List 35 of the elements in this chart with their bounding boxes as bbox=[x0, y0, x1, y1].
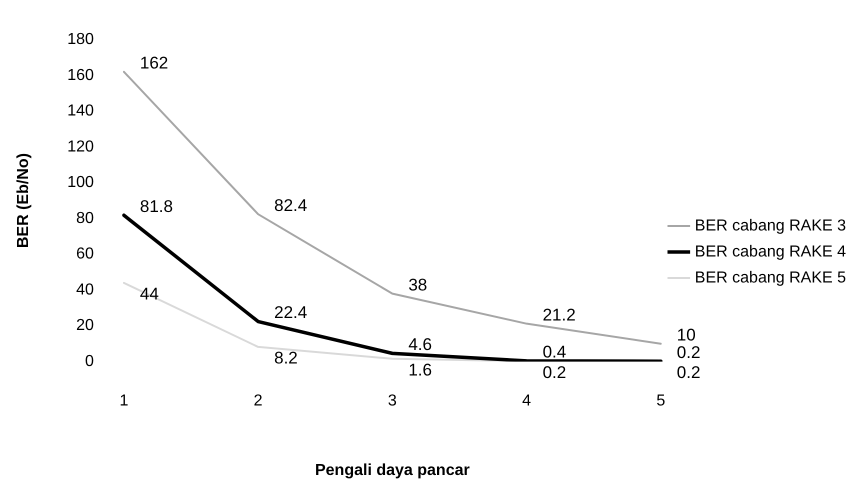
data-label: 81.8 bbox=[140, 196, 173, 216]
data-label: 38 bbox=[408, 275, 428, 294]
data-label: 0.2 bbox=[542, 362, 566, 382]
data-label: 8.2 bbox=[274, 348, 298, 368]
data-label: 22.4 bbox=[274, 303, 308, 322]
data-label: 82.4 bbox=[274, 196, 308, 215]
data-label: 162 bbox=[140, 53, 168, 72]
data-label: 0.2 bbox=[676, 342, 700, 362]
data-label: 0.4 bbox=[542, 342, 566, 362]
x-tick-label: 3 bbox=[388, 392, 397, 410]
y-tick-label: 160 bbox=[67, 66, 94, 84]
data-label: 1.6 bbox=[408, 360, 432, 380]
x-tick-label: 4 bbox=[522, 392, 532, 410]
y-tick-label: 0 bbox=[84, 353, 94, 370]
y-tick-label: 20 bbox=[76, 317, 94, 334]
data-label: 10 bbox=[676, 325, 696, 344]
data-label: 44 bbox=[140, 284, 159, 304]
data-label: 4.6 bbox=[408, 335, 432, 354]
y-tick-label: 180 bbox=[67, 31, 94, 48]
y-axis-title: BER (Eb/No) bbox=[15, 153, 32, 248]
legend-label: BER cabang RAKE 3 bbox=[694, 217, 846, 234]
x-tick-label: 2 bbox=[254, 392, 263, 410]
y-tick-label: 120 bbox=[67, 138, 94, 156]
x-axis-title: Pengali daya pancar bbox=[314, 462, 470, 479]
y-tick-label: 80 bbox=[76, 210, 94, 227]
data-label: 0.2 bbox=[676, 362, 700, 382]
x-tick-label: 1 bbox=[119, 392, 128, 410]
y-tick-label: 60 bbox=[76, 246, 94, 263]
data-label: 21.2 bbox=[542, 305, 576, 324]
y-tick-label: 40 bbox=[76, 281, 94, 298]
y-tick-label: 100 bbox=[67, 174, 94, 192]
legend-label: BER cabang RAKE 5 bbox=[694, 269, 846, 286]
y-tick-label: 140 bbox=[67, 102, 94, 120]
legend-label: BER cabang RAKE 4 bbox=[694, 243, 846, 260]
x-tick-label: 5 bbox=[656, 392, 666, 410]
